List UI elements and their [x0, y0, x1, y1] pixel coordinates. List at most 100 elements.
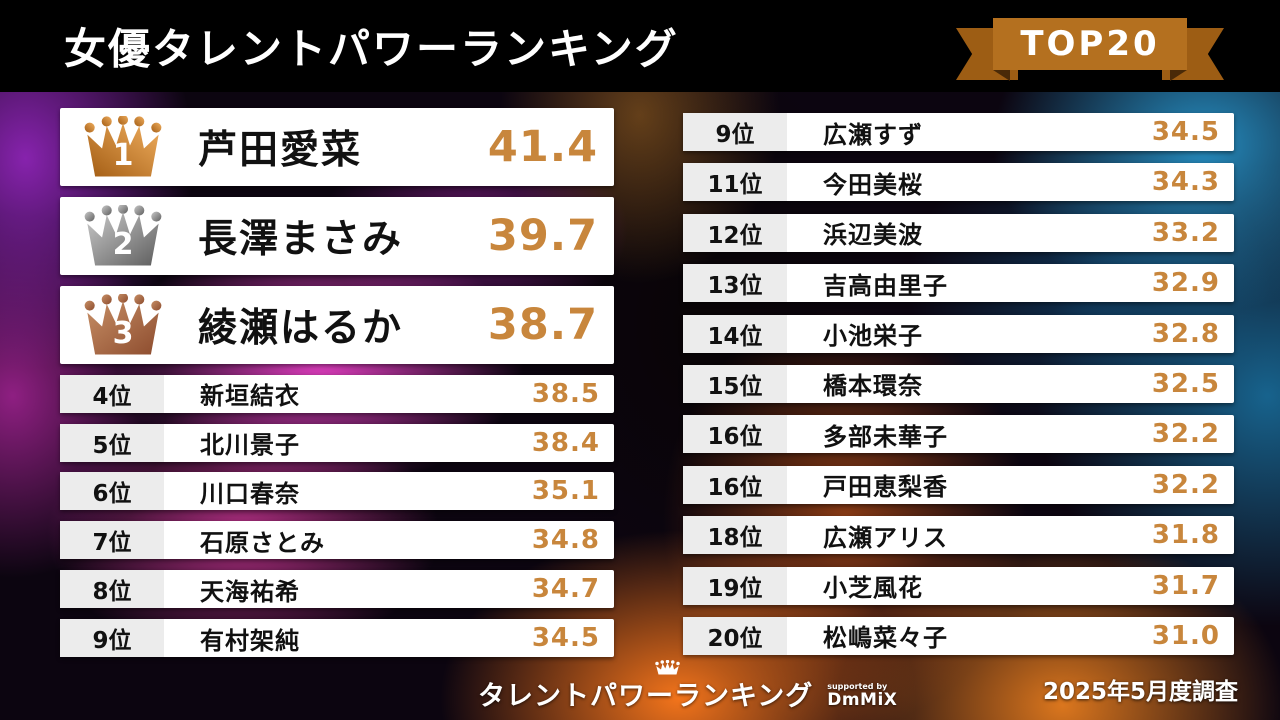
header: 女優タレントパワーランキング TOP20 — [0, 0, 1280, 92]
score-value: 38.5 — [531, 378, 600, 409]
ranking-row: 16位 多部未華子 32.2 — [683, 415, 1234, 454]
rank-label: 11位 — [683, 163, 787, 202]
rank-label: 12位 — [683, 213, 787, 252]
ranking-row: 11位 今田美桜 34.3 — [683, 163, 1234, 202]
actress-name: 新垣結衣 — [200, 382, 300, 411]
actress-name: 広瀬アリス — [823, 523, 948, 552]
actress-name: 有村架純 — [200, 626, 300, 655]
ranking-row: 9位 有村架純 34.5 — [60, 619, 614, 657]
rank-number: 2 — [112, 226, 134, 262]
rank-label: 18位 — [683, 516, 787, 555]
actress-name: 川口春奈 — [200, 479, 300, 508]
score-value: 34.7 — [531, 574, 600, 605]
actress-name: 芦田愛菜 — [198, 128, 363, 173]
ranking-row: 13位 吉高由里子 32.9 — [683, 264, 1234, 303]
rank-label: 9位 — [60, 619, 164, 657]
score-value: 32.5 — [1151, 368, 1220, 399]
ranking-row: 5位 北川景子 38.4 — [60, 423, 614, 462]
score-value: 32.8 — [1151, 318, 1220, 349]
ranking-row-3: 3 綾瀬はるか 38.7 — [60, 285, 614, 364]
score-value: 31.8 — [1151, 520, 1220, 551]
actress-name: 石原さとみ — [200, 528, 325, 557]
ranking-row: 8位 天海祐希 34.7 — [60, 570, 614, 609]
supported-by-label: supported by — [827, 682, 888, 692]
actress-name: 小芝風花 — [823, 574, 923, 603]
top20-badge-label: TOP20 — [993, 18, 1187, 70]
footer: タレントパワーランキング supported by DmMiX 2025年5月度… — [0, 658, 1280, 720]
score-value: 34.8 — [531, 525, 600, 556]
actress-name: 多部未華子 — [823, 422, 948, 451]
actress-name: 広瀬すず — [823, 120, 923, 149]
rank-label: 16位 — [683, 415, 787, 454]
rank-label: 6位 — [60, 472, 164, 511]
actress-name: 吉高由里子 — [823, 271, 948, 300]
ranking-row: 4位 新垣結衣 38.5 — [60, 374, 614, 413]
rank-label: 7位 — [60, 521, 164, 560]
score-value: 34.5 — [531, 623, 600, 653]
ranking-row: 18位 広瀬アリス 31.8 — [683, 516, 1234, 555]
rank-label: 9位 — [683, 113, 787, 151]
rank-label: 15位 — [683, 364, 787, 403]
score-value: 32.2 — [1151, 419, 1220, 450]
top20-ribbon-badge: TOP20 — [956, 8, 1224, 88]
actress-name: 松嶋菜々子 — [823, 624, 948, 653]
ranking-column-left: 1 芦田愛菜 41.4 2 長澤まさみ 39 — [60, 108, 614, 657]
small-crown-icon — [654, 660, 681, 675]
ranking-row: 6位 川口春奈 35.1 — [60, 472, 614, 511]
ranking-column-right: 9位 広瀬すず 34.5 11位 今田美桜 34.3 12位 浜辺美波 33.2… — [683, 113, 1234, 655]
score-value: 33.2 — [1151, 217, 1220, 248]
ranking-row: 9位 広瀬すず 34.5 — [683, 113, 1234, 151]
page-title: 女優タレントパワーランキング — [64, 24, 679, 74]
score-value: 32.2 — [1151, 469, 1220, 500]
ranking-row: 7位 石原さとみ 34.8 — [60, 521, 614, 560]
rank-number: 1 — [112, 138, 134, 173]
actress-name: 浜辺美波 — [823, 221, 923, 250]
score-value: 35.1 — [531, 476, 600, 507]
actress-name: 長澤まさみ — [198, 216, 404, 262]
ranking-row: 15位 橋本環奈 32.5 — [683, 364, 1234, 403]
score-value: 38.7 — [487, 299, 598, 350]
rank-label: 4位 — [60, 374, 164, 413]
score-value: 39.7 — [487, 210, 598, 261]
ranking-row: 12位 浜辺美波 33.2 — [683, 213, 1234, 252]
rank-label: 13位 — [683, 264, 787, 303]
brand-logo-text: タレントパワーランキング — [478, 660, 814, 713]
gold-crown-icon: 1 — [74, 116, 172, 178]
score-value: 34.5 — [1151, 117, 1220, 147]
supported-by-block: supported by DmMiX — [827, 682, 897, 713]
ranking-row: 16位 戸田恵梨香 32.2 — [683, 465, 1234, 504]
score-value: 31.7 — [1151, 570, 1220, 601]
bronze-crown-icon: 3 — [74, 293, 172, 356]
score-value: 34.3 — [1151, 167, 1220, 198]
actress-name: 橋本環奈 — [823, 372, 923, 401]
actress-name: 戸田恵梨香 — [823, 473, 948, 502]
ranking-row-1: 1 芦田愛菜 41.4 — [60, 108, 614, 186]
rank-label: 8位 — [60, 570, 164, 609]
rank-label: 5位 — [60, 423, 164, 462]
rank-label: 14位 — [683, 314, 787, 353]
ranking-row: 14位 小池栄子 32.8 — [683, 314, 1234, 353]
rank-label: 16位 — [683, 465, 787, 504]
ribbon-left-fold — [993, 70, 1010, 81]
rank-label: 20位 — [683, 616, 787, 655]
score-value: 38.4 — [531, 427, 600, 458]
brand-logo: タレントパワーランキング supported by DmMiX — [478, 660, 897, 713]
ranking-row: 20位 松嶋菜々子 31.0 — [683, 616, 1234, 655]
rank-number: 3 — [112, 315, 134, 351]
score-value: 41.4 — [487, 122, 598, 172]
ranking-row: 19位 小芝風花 31.7 — [683, 566, 1234, 605]
score-value: 32.9 — [1151, 268, 1220, 299]
ranking-row-2: 2 長澤まさみ 39.7 — [60, 196, 614, 275]
actress-name: 北川景子 — [200, 431, 300, 459]
brand-logo-label: タレントパワーランキング — [478, 681, 814, 712]
supporter-logo: DmMiX — [827, 690, 898, 711]
actress-name: 今田美桜 — [823, 170, 923, 199]
survey-date-note: 2025年5月度調査 — [1042, 679, 1238, 705]
actress-name: 綾瀬はるか — [198, 305, 404, 351]
actress-name: 天海祐希 — [200, 577, 300, 606]
rank-label: 19位 — [683, 566, 787, 605]
score-value: 31.0 — [1151, 620, 1220, 651]
actress-name: 小池栄子 — [823, 322, 923, 351]
silver-crown-icon: 2 — [74, 204, 172, 267]
